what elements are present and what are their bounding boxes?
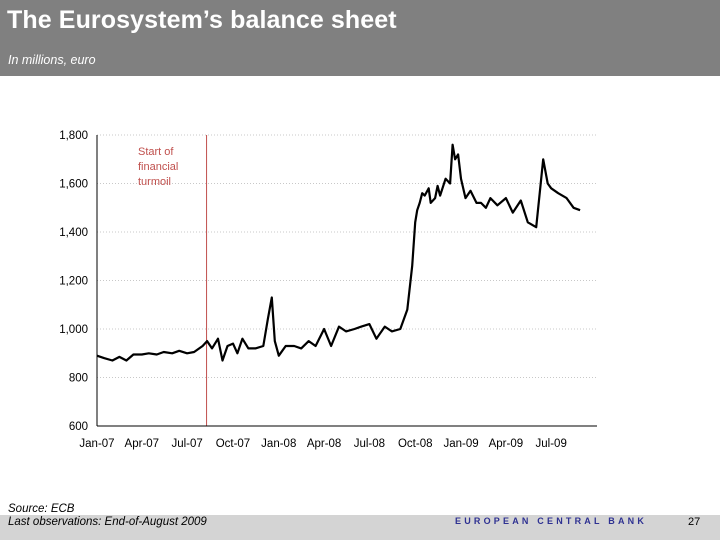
turmoil-annotation: Start of financial turmoil [138, 146, 178, 188]
annotation-text-line: financial [138, 161, 178, 173]
slide-title: The Eurosystem’s balance sheet [7, 6, 397, 34]
x-tick-label: Jan-09 [443, 438, 478, 450]
grid-layer [97, 134, 597, 378]
x-tick-label: Apr-07 [125, 438, 160, 450]
source-note: Source: ECB [8, 503, 75, 515]
x-tick-label: Jul-09 [536, 438, 567, 450]
balance-sheet-chart: Start of financial turmoil 600 800 1,000 1,20… [59, 130, 597, 450]
axis-layer: 600 800 1,000 1,200 1,400 1,600 1,800 Jan-07 Apr… [59, 130, 597, 450]
x-tick-label: Apr-09 [489, 438, 524, 450]
y-tick-label: 1,400 [59, 227, 88, 239]
y-tick-label: 600 [69, 421, 88, 433]
x-tick-label: Oct-08 [398, 438, 433, 450]
y-tick-label: 1,200 [59, 276, 88, 288]
annotation-text-line: Start of [138, 146, 174, 158]
header-bar: The Eurosystem’s balance sheet In millio… [0, 0, 720, 76]
footer-bar [0, 515, 720, 540]
page-number: 27 [688, 516, 701, 528]
x-tick-label: Jan-08 [261, 438, 296, 450]
y-tick-label: 1,000 [59, 324, 88, 336]
y-tick-label: 1,800 [59, 130, 88, 142]
series-layer [96, 143, 581, 362]
x-tick-label: Jan-07 [79, 438, 114, 450]
slide-subtitle: In millions, euro [8, 53, 96, 67]
x-tick-label: Oct-07 [216, 438, 251, 450]
last-observations-note: Last observations: End-of-August 2009 [8, 516, 207, 528]
annotation-text-line: turmoil [138, 176, 171, 188]
x-tick-label: Apr-08 [307, 438, 342, 450]
x-tick-label: Jul-07 [171, 438, 202, 450]
ecb-logo: EUROPEAN CENTRAL BANK [455, 516, 648, 526]
balance-sheet-series-line [96, 143, 581, 362]
x-tick-label: Jul-08 [354, 438, 385, 450]
y-tick-label: 800 [69, 373, 88, 385]
y-tick-label: 1,600 [59, 179, 88, 191]
